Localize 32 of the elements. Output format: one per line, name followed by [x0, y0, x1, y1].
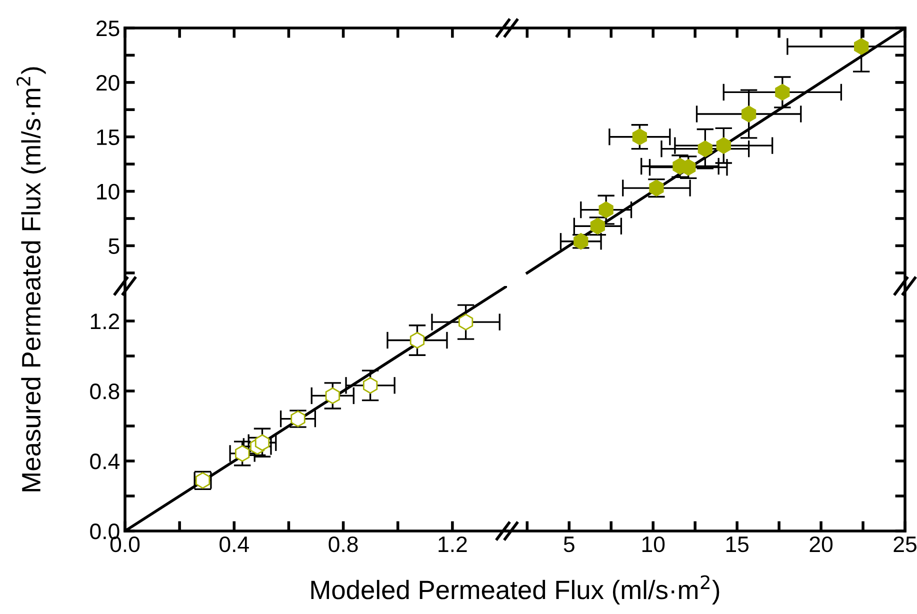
point — [410, 332, 425, 349]
y-tick-label: 0.4 — [90, 454, 120, 470]
x-tick-label: 1.2 — [438, 536, 467, 552]
y-tick-label: 25 — [96, 20, 120, 36]
point — [698, 140, 712, 158]
point — [235, 445, 250, 462]
x-tick-label: 10 — [642, 536, 665, 552]
point — [254, 434, 270, 451]
point — [716, 137, 731, 154]
y-tick-label: 20 — [96, 74, 120, 91]
point — [681, 159, 696, 176]
x-tick-label: 5 — [564, 536, 574, 552]
y-tick-label: 0.8 — [90, 384, 120, 400]
x-tick-label: 0.4 — [220, 536, 249, 552]
x-tick-label: 25 — [894, 536, 916, 552]
y-tick-label: 10 — [97, 184, 120, 200]
y-tick-label: 1.2 — [90, 314, 120, 330]
x-tick-label: 0.8 — [328, 536, 358, 552]
point — [325, 387, 340, 404]
point — [742, 106, 756, 122]
point — [632, 128, 647, 146]
x-axis-title: Modeled Permeated Flux (ml/s·m$^{2}$) — [311, 575, 720, 605]
y-axis-title: Measured Permeated Flux (ml/s·m$^{2}$) — [16, 67, 46, 492]
point — [458, 314, 474, 330]
point — [362, 377, 378, 394]
x-tick-label: 15 — [726, 536, 748, 552]
point — [854, 38, 869, 55]
y-tick-label: 15 — [97, 130, 120, 146]
point — [775, 84, 790, 101]
y-tick-label: 5 — [108, 238, 120, 254]
point — [598, 201, 614, 218]
x-tick-label: 20 — [810, 536, 833, 552]
